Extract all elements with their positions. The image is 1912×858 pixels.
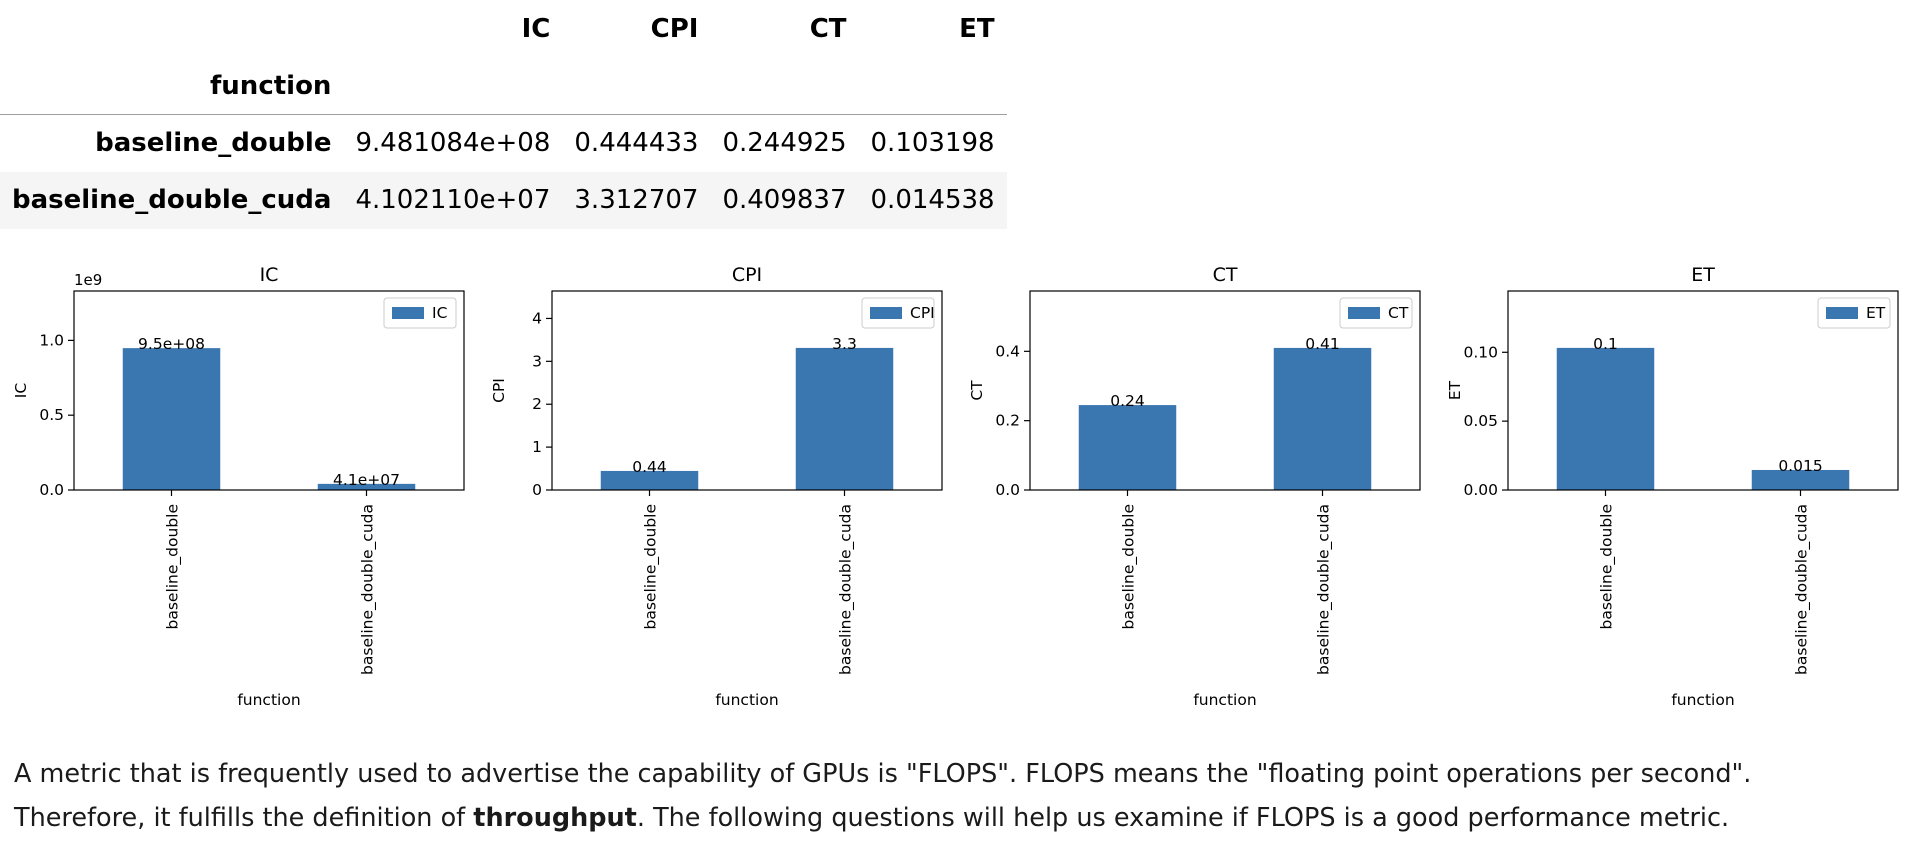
y-tick-label: 0.10 bbox=[1463, 343, 1498, 361]
axis-offset-text: 1e9 bbox=[74, 271, 102, 289]
chart-title: IC bbox=[260, 264, 279, 286]
y-tick-label: 0.4 bbox=[995, 342, 1020, 360]
axes-frame bbox=[1507, 290, 1899, 491]
table-cell: 3.312707 bbox=[574, 185, 699, 215]
y-tick-label: 0.0 bbox=[39, 481, 64, 499]
row-label: baseline_double bbox=[95, 128, 332, 159]
data-label: 0.41 bbox=[1305, 335, 1340, 353]
column-header: ET bbox=[959, 14, 995, 44]
y-axis-label: ET bbox=[1446, 380, 1464, 400]
x-tick-label: baseline_double_cuda bbox=[1315, 504, 1334, 675]
x-axis-label: function bbox=[715, 691, 778, 709]
bar bbox=[1273, 347, 1372, 490]
bar bbox=[1078, 405, 1177, 490]
table-row: baseline_double_cuda 4.102110e+07 3.3127… bbox=[0, 171, 1007, 229]
chart-title: CPI bbox=[732, 264, 762, 286]
chart-svg: ET 0.1 baseline_double 0.015 baseline_double… bbox=[1446, 264, 1899, 709]
y-tick-label: 0.2 bbox=[995, 412, 1020, 430]
x-tick-label: baseline_double bbox=[1598, 504, 1617, 630]
axes-frame bbox=[551, 290, 943, 491]
legend-label: CT bbox=[1388, 304, 1409, 322]
legend-swatch bbox=[1348, 307, 1380, 319]
dataframe-table: IC CPI CT ET function baseline_double 9.… bbox=[0, 0, 1007, 229]
x-tick-label: baseline_double_cuda bbox=[1793, 504, 1812, 675]
table-cell: 9.481084e+08 bbox=[355, 128, 551, 159]
x-tick-label: baseline_double_cuda bbox=[837, 504, 856, 675]
table-cell: 0.014538 bbox=[870, 185, 995, 215]
legend-label: ET bbox=[1866, 304, 1886, 322]
legend-label: IC bbox=[432, 304, 447, 322]
y-axis-label: IC bbox=[12, 383, 30, 398]
y-tick-label: 1 bbox=[532, 438, 542, 456]
chart-svg: CT 0.24 baseline_double 0.41 baseline_double… bbox=[968, 264, 1421, 709]
bar bbox=[122, 348, 221, 490]
table-cell: 0.444433 bbox=[574, 128, 699, 159]
table-cell: 0.409837 bbox=[722, 185, 847, 215]
x-tick-label: baseline_double bbox=[642, 504, 661, 630]
x-tick-label: baseline_double bbox=[164, 504, 183, 630]
chart-title: CT bbox=[1213, 264, 1238, 286]
bar bbox=[317, 483, 416, 490]
x-tick-label: baseline_double bbox=[1120, 504, 1139, 630]
y-axis-label: CPI bbox=[490, 378, 508, 403]
table-row: baseline_double 9.481084e+08 0.444433 0.… bbox=[0, 115, 1007, 172]
table-cell: 4.102110e+07 bbox=[355, 185, 551, 215]
table-corner bbox=[0, 0, 343, 58]
x-axis-label: function bbox=[1193, 691, 1256, 709]
axes-frame bbox=[1029, 290, 1421, 491]
bar bbox=[795, 347, 894, 490]
column-header: CT bbox=[809, 14, 847, 44]
x-axis-label: function bbox=[237, 691, 300, 709]
data-label: 4.1e+07 bbox=[333, 471, 400, 489]
legend-swatch bbox=[392, 307, 424, 319]
legend-label: CPI bbox=[910, 304, 935, 322]
chart-ic: IC 1e9 9.5e+08 baseline_double 4.1e+07 baseli… bbox=[0, 250, 478, 720]
y-tick-label: 2 bbox=[532, 395, 542, 413]
bold-term: throughput bbox=[473, 803, 637, 833]
y-tick-label: 0.00 bbox=[1463, 481, 1498, 499]
data-label: 3.3 bbox=[832, 335, 857, 353]
bar bbox=[1751, 469, 1850, 490]
x-tick-label: baseline_double_cuda bbox=[359, 504, 378, 675]
y-axis-label: CT bbox=[968, 380, 986, 401]
table-index-name-row: function bbox=[0, 58, 1007, 115]
y-tick-label: 3 bbox=[532, 352, 542, 370]
chart-svg: IC 1e9 9.5e+08 baseline_double 4.1e+07 baseli… bbox=[12, 264, 465, 709]
chart-svg: CPI 0.44 baseline_double 3.3 baseline_double… bbox=[490, 264, 943, 709]
y-tick-label: 4 bbox=[532, 309, 542, 327]
bar bbox=[600, 470, 699, 490]
x-axis-label: function bbox=[1671, 691, 1734, 709]
data-label: 0.1 bbox=[1593, 335, 1618, 353]
legend-swatch bbox=[1826, 307, 1858, 319]
y-tick-label: 0.5 bbox=[39, 406, 64, 424]
description-paragraph: A metric that is frequently used to adve… bbox=[14, 752, 1894, 840]
index-name: function bbox=[0, 58, 344, 115]
y-tick-label: 1.0 bbox=[39, 331, 64, 349]
paragraph-line: A metric that is frequently used to adve… bbox=[14, 759, 1752, 789]
chart-et: ET 0.1 baseline_double 0.015 baseline_double… bbox=[1434, 250, 1912, 720]
data-label: 0.015 bbox=[1778, 457, 1822, 475]
chart-ct: CT 0.24 baseline_double 0.41 baseline_double… bbox=[956, 250, 1434, 720]
data-label: 0.44 bbox=[632, 458, 667, 476]
data-label: 0.24 bbox=[1110, 392, 1145, 410]
legend-swatch bbox=[870, 307, 902, 319]
data-label: 9.5e+08 bbox=[138, 335, 205, 353]
table-header-row: IC CPI CT ET bbox=[0, 0, 1007, 58]
paragraph-line: Therefore, it fulfills the definition of… bbox=[14, 803, 1730, 833]
table-cell: 0.103198 bbox=[870, 128, 995, 159]
chart-title: ET bbox=[1691, 264, 1715, 286]
chart-row: IC 1e9 9.5e+08 baseline_double 4.1e+07 baseli… bbox=[0, 250, 1912, 720]
row-label: baseline_double_cuda bbox=[12, 185, 332, 215]
chart-cpi: CPI 0.44 baseline_double 3.3 baseline_double… bbox=[478, 250, 956, 720]
column-header: CPI bbox=[650, 14, 699, 44]
y-tick-label: 0.0 bbox=[995, 481, 1020, 499]
column-header: IC bbox=[521, 14, 551, 44]
y-tick-label: 0.05 bbox=[1463, 412, 1498, 430]
axes-frame bbox=[73, 290, 465, 491]
y-tick-label: 0 bbox=[532, 481, 542, 499]
table-cell: 0.244925 bbox=[722, 128, 847, 159]
bar bbox=[1556, 347, 1655, 490]
